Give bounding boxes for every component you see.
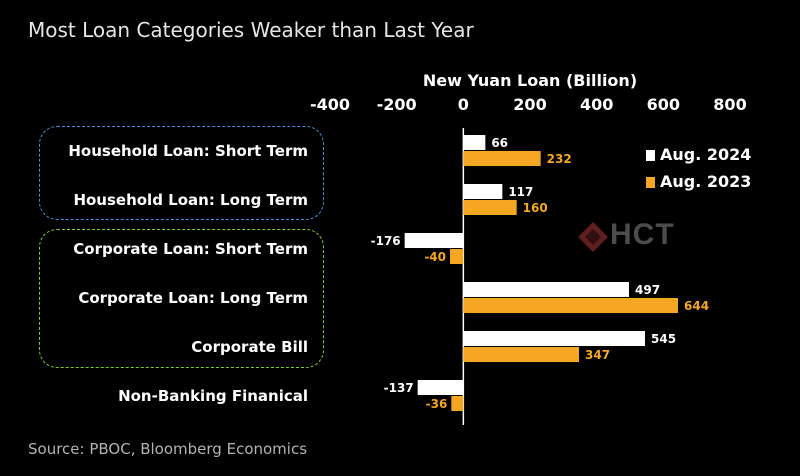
data-label: 347 [585, 348, 610, 362]
x-tick-label: 400 [580, 95, 613, 114]
watermark-text: HCT [610, 218, 675, 251]
data-label: 117 [508, 185, 533, 199]
data-label: 644 [684, 299, 709, 313]
legend-entry: Aug. 2023 [660, 172, 751, 191]
legend-swatch [646, 177, 655, 188]
data-label: -137 [384, 381, 414, 395]
x-tick-label: 0 [458, 95, 469, 114]
bar-aug-2023 [451, 396, 464, 411]
category-label: Non-Banking Finanical [118, 387, 308, 405]
data-label: 545 [651, 332, 676, 346]
x-tick-label: 600 [647, 95, 680, 114]
bar-aug-2024 [463, 184, 503, 199]
bar-aug-2024 [404, 233, 464, 248]
data-label: -36 [426, 397, 448, 411]
corporate-group-box [39, 229, 324, 368]
category-label: Household Loan: Long Term [73, 191, 308, 209]
watermark-logo: HCT [570, 212, 710, 262]
bar-aug-2023 [463, 151, 541, 166]
legend-swatch [646, 150, 655, 161]
x-tick-label: 800 [713, 95, 746, 114]
diamond-logo-icon [578, 222, 608, 252]
bar-aug-2023 [463, 347, 579, 362]
data-label: 66 [491, 136, 508, 150]
category-label: Household Loan: Short Term [68, 142, 308, 160]
bar-aug-2023 [450, 249, 464, 264]
source-note: Source: PBOC, Bloomberg Economics [28, 440, 308, 458]
data-label: 160 [523, 201, 548, 215]
category-label: Corporate Loan: Long Term [78, 289, 308, 307]
bar-aug-2024 [417, 380, 464, 395]
data-label: -40 [424, 250, 446, 264]
x-tick-label: -200 [377, 95, 417, 114]
bar-aug-2023 [463, 298, 678, 313]
bar-aug-2024 [463, 282, 629, 297]
bar-aug-2024 [463, 135, 486, 150]
x-tick-label: 200 [513, 95, 546, 114]
chart-title: Most Loan Categories Weaker than Last Ye… [28, 18, 474, 42]
data-label: 232 [547, 152, 572, 166]
data-label: 497 [635, 283, 660, 297]
data-label: -176 [371, 234, 401, 248]
category-label: Corporate Bill [191, 338, 308, 356]
bar-aug-2023 [463, 200, 517, 215]
legend-entry: Aug. 2024 [660, 145, 751, 164]
x-axis-label: New Yuan Loan (Billion) [423, 71, 637, 90]
bar-aug-2024 [463, 331, 645, 346]
x-tick-label: -400 [310, 95, 350, 114]
category-label: Corporate Loan: Short Term [73, 240, 308, 258]
household-group-box [39, 126, 324, 220]
